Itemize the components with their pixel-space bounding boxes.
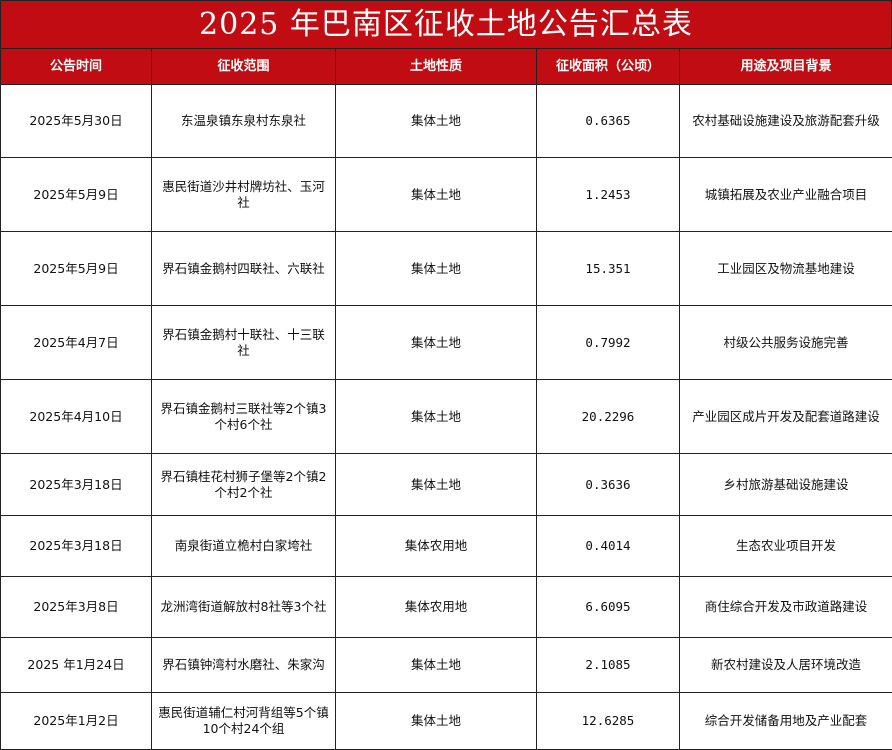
table-row: 2025 年1月24日 界石镇钟湾村水磨社、朱家沟 集体土地 2.1085 新农村建设及… bbox=[0, 637, 892, 693]
purpose-cell: 村级公共服务设施完善 bbox=[679, 305, 892, 380]
nature-cell: 集体农用地 bbox=[335, 515, 537, 577]
scope-cell: 惠民街道沙井村牌坊社、玉河社 bbox=[151, 157, 336, 232]
date-cell: 2025年3月18日 bbox=[0, 453, 152, 516]
column-header-purpose: 用途及项目背景 bbox=[679, 48, 892, 85]
header-row: 公告时间 征收范围 土地性质 征收面积（公顷） 用途及项目背景 bbox=[0, 48, 892, 85]
table-row: 2025年4月7日 界石镇金鹅村十联社、十三联社 集体土地 0.7992 村级公共服务设… bbox=[0, 305, 892, 380]
scope-cell: 界石镇钟湾村水磨社、朱家沟 bbox=[151, 637, 336, 693]
area-cell: 0.4014 bbox=[536, 515, 680, 577]
purpose-cell: 工业园区及物流基地建设 bbox=[679, 231, 892, 306]
table-row: 2025年5月9日 惠民街道沙井村牌坊社、玉河社 集体土地 1.2453 城镇拓展及农业… bbox=[0, 157, 892, 232]
date-cell: 2025年5月30日 bbox=[0, 84, 152, 158]
scope-cell: 界石镇桂花村狮子堡等2个镇2个村2个社 bbox=[151, 453, 336, 516]
nature-cell: 集体土地 bbox=[335, 231, 537, 306]
date-cell: 2025年1月2日 bbox=[0, 692, 152, 750]
scope-cell: 界石镇金鹅村三联社等2个镇3个村6个社 bbox=[151, 379, 336, 454]
area-cell: 0.7992 bbox=[536, 305, 680, 380]
scope-cell: 界石镇金鹅村十联社、十三联社 bbox=[151, 305, 336, 380]
nature-cell: 集体土地 bbox=[335, 305, 537, 380]
table-row: 2025年5月30日 东温泉镇东泉村东泉社 集体土地 0.6365 农村基础设施建设及旅… bbox=[0, 84, 892, 158]
purpose-cell: 新农村建设及人居环境改造 bbox=[679, 637, 892, 693]
nature-cell: 集体农用地 bbox=[335, 576, 537, 638]
date-cell: 2025年4月7日 bbox=[0, 305, 152, 380]
scope-cell: 惠民街道辅仁村河背组等5个镇10个村24个组 bbox=[151, 692, 336, 750]
area-cell: 6.6095 bbox=[536, 576, 680, 638]
date-cell: 2025年3月8日 bbox=[0, 576, 152, 638]
date-cell: 2025年5月9日 bbox=[0, 231, 152, 306]
column-header-area: 征收面积（公顷） bbox=[536, 48, 680, 85]
purpose-cell: 农村基础设施建设及旅游配套升级 bbox=[679, 84, 892, 158]
nature-cell: 集体土地 bbox=[335, 637, 537, 693]
nature-cell: 集体土地 bbox=[335, 157, 537, 232]
nature-cell: 集体土地 bbox=[335, 453, 537, 516]
scope-cell: 南泉街道立桅村白家垮社 bbox=[151, 515, 336, 577]
purpose-cell: 商住综合开发及市政道路建设 bbox=[679, 576, 892, 638]
table-row: 2025年4月10日 界石镇金鹅村三联社等2个镇3个村6个社 集体土地 20.2296… bbox=[0, 379, 892, 454]
table-title: 2025 年巴南区征收土地公告汇总表 bbox=[0, 0, 892, 49]
date-cell: 2025年5月9日 bbox=[0, 157, 152, 232]
purpose-cell: 生态农业项目开发 bbox=[679, 515, 892, 577]
table-row: 2025年3月8日 龙洲湾街道解放村8社等3个社 集体农用地 6.6095 商住综合开发… bbox=[0, 576, 892, 638]
table-row: 2025年1月2日 惠民街道辅仁村河背组等5个镇10个村24个组 集体土地 12.62… bbox=[0, 692, 892, 750]
nature-cell: 集体土地 bbox=[335, 379, 537, 454]
date-cell: 2025年3月18日 bbox=[0, 515, 152, 577]
date-cell: 2025年4月10日 bbox=[0, 379, 152, 454]
area-cell: 1.2453 bbox=[536, 157, 680, 232]
purpose-cell: 城镇拓展及农业产业融合项目 bbox=[679, 157, 892, 232]
area-cell: 0.3636 bbox=[536, 453, 680, 516]
nature-cell: 集体土地 bbox=[335, 84, 537, 158]
scope-cell: 界石镇金鹅村四联社、六联社 bbox=[151, 231, 336, 306]
scope-cell: 东温泉镇东泉村东泉社 bbox=[151, 84, 336, 158]
scope-cell: 龙洲湾街道解放村8社等3个社 bbox=[151, 576, 336, 638]
column-header-nature: 土地性质 bbox=[335, 48, 537, 85]
area-cell: 12.6285 bbox=[536, 692, 680, 750]
land-expropriation-table: 公告时间 征收范围 土地性质 征收面积（公顷） 用途及项目背景 2025年5月3… bbox=[0, 48, 892, 750]
column-header-scope: 征收范围 bbox=[151, 48, 336, 85]
purpose-cell: 产业园区成片开发及配套道路建设 bbox=[679, 379, 892, 454]
date-cell: 2025 年1月24日 bbox=[0, 637, 152, 693]
area-cell: 20.2296 bbox=[536, 379, 680, 454]
purpose-cell: 综合开发储备用地及产业配套 bbox=[679, 692, 892, 750]
area-cell: 0.6365 bbox=[536, 84, 680, 158]
area-cell: 2.1085 bbox=[536, 637, 680, 693]
area-cell: 15.351 bbox=[536, 231, 680, 306]
nature-cell: 集体土地 bbox=[335, 692, 537, 750]
purpose-cell: 乡村旅游基础设施建设 bbox=[679, 453, 892, 516]
table-row: 2025年3月18日 南泉街道立桅村白家垮社 集体农用地 0.4014 生态农业项目开发 bbox=[0, 515, 892, 577]
table-row: 2025年3月18日 界石镇桂花村狮子堡等2个镇2个村2个社 集体土地 0.3636 乡… bbox=[0, 453, 892, 516]
table-row: 2025年5月9日 界石镇金鹅村四联社、六联社 集体土地 15.351 工业园区及物流基… bbox=[0, 231, 892, 306]
column-header-date: 公告时间 bbox=[0, 48, 152, 85]
